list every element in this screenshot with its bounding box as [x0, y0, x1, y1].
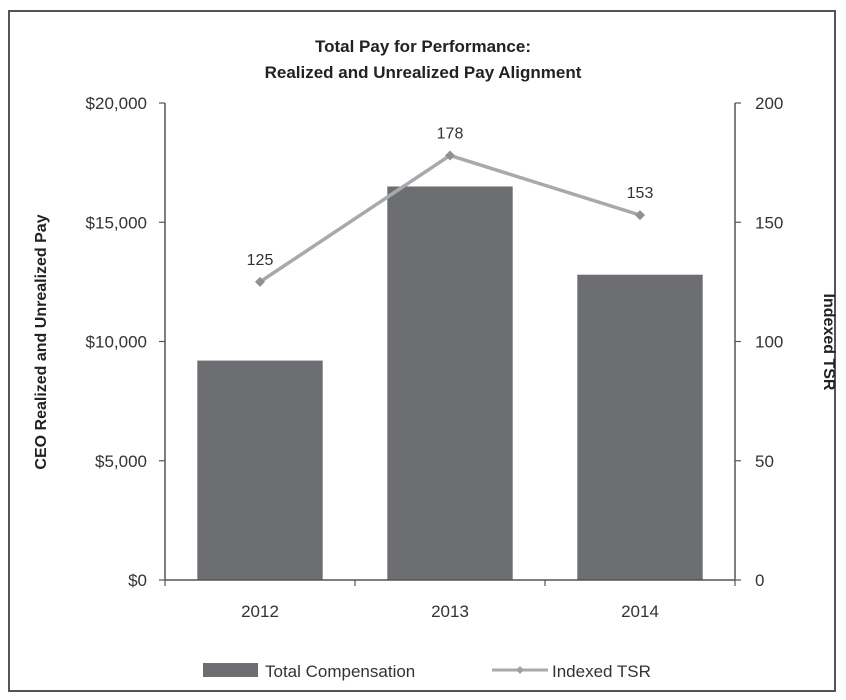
legend-label-total-compensation: Total Compensation [265, 662, 415, 681]
chart-subtitle: Realized and Unrealized Pay Alignment [265, 63, 582, 82]
right-tick-label: 200 [755, 94, 783, 113]
indexed-tsr-point-2012 [255, 276, 265, 287]
right-tick-label: 0 [755, 571, 764, 590]
indexed-tsr-point-2013 [445, 150, 455, 161]
bar-2014 [577, 274, 703, 580]
right-tick-label: 100 [755, 333, 783, 352]
x-tick-label: 2013 [431, 602, 469, 621]
left-tick-label: $0 [128, 571, 147, 590]
right-tick-label: 150 [755, 213, 783, 232]
indexed-tsr-data-label: 178 [437, 125, 464, 142]
left-tick-label: $5,000 [95, 452, 147, 471]
bar-2013 [387, 186, 513, 580]
left-tick-label: $10,000 [86, 333, 147, 352]
left-tick-label: $20,000 [86, 94, 147, 113]
plot-area: $0 $5,000 $10,000 $15,000 $20,000 0 50 100 150 20… [86, 94, 784, 621]
left-tick-label: $15,000 [86, 213, 147, 232]
bar-2012 [197, 360, 323, 580]
x-tick-label: 2012 [241, 602, 279, 621]
indexed-tsr-point-2014 [635, 210, 645, 221]
right-axis-title: Indexed TSR [820, 294, 837, 391]
legend: Total Compensation Indexed TSR [203, 662, 651, 681]
right-tick-label: 50 [755, 452, 774, 471]
legend-label-indexed-tsr: Indexed TSR [552, 662, 651, 681]
legend-marker-indexed-tsr [516, 666, 524, 674]
chart-title: Total Pay for Performance: [315, 37, 531, 56]
indexed-tsr-data-label: 153 [627, 185, 654, 202]
left-axis-title: CEO Realized and Unrealized Pay [33, 214, 50, 469]
indexed-tsr-data-label: 125 [247, 252, 274, 269]
legend-swatch-total-compensation [203, 663, 258, 677]
x-tick-label: 2014 [621, 602, 659, 621]
